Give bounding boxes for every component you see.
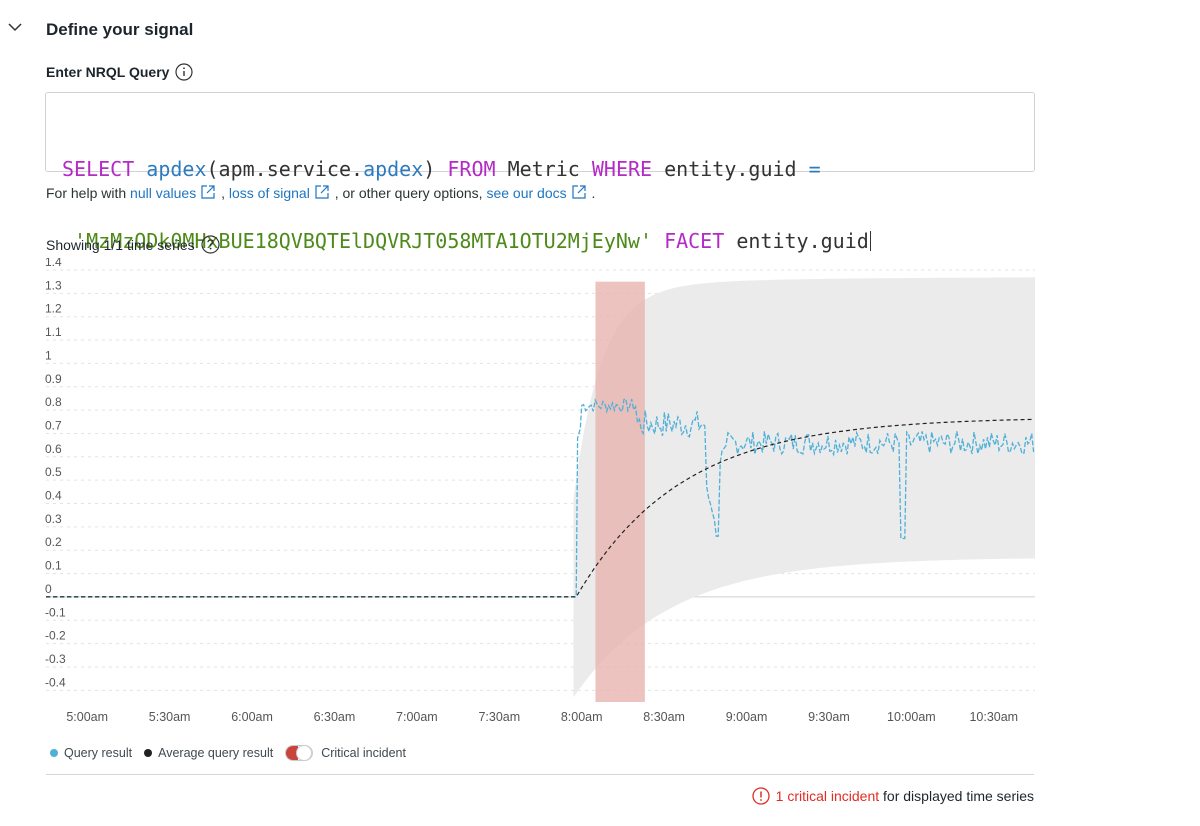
average-query-result-line: [46, 418, 1033, 598]
series-count-text: Showing 1/1 time series: [46, 236, 195, 253]
nrql-query-editor[interactable]: SELECT apdex(apm.service.apdex) FROM Met…: [45, 92, 1035, 253]
y-tick-label: -0.2: [45, 629, 66, 643]
help-prefix: For help with: [46, 185, 131, 201]
incident-window: [595, 281, 645, 702]
x-tick-label: 6:30am: [314, 710, 356, 724]
query-token: apdex: [146, 157, 207, 181]
incident-rest-text: for displayed time series: [879, 788, 1034, 804]
null-values-link[interactable]: null values: [130, 185, 197, 201]
external-link-icon[interactable]: [313, 183, 331, 201]
alert-icon: [752, 787, 770, 805]
query-token: WHERE: [591, 157, 653, 181]
y-tick-label: 1.3: [45, 278, 62, 292]
y-tick-label: 0.8: [45, 395, 62, 409]
chart-legend: Query result Average query result Critic…: [50, 745, 418, 761]
external-link-icon[interactable]: [570, 183, 588, 201]
query-token: Metric: [495, 157, 592, 181]
y-tick-label: 0.5: [45, 465, 62, 479]
legend-query-label: Query result: [64, 746, 133, 760]
query-token: SELECT: [62, 157, 135, 181]
y-tick-label: 0.7: [45, 418, 62, 432]
x-tick-label: 9:30am: [808, 710, 850, 724]
nrql-query-text[interactable]: SELECT apdex(apm.service.apdex) FROM Met…: [62, 109, 871, 301]
query-token: FROM: [447, 157, 496, 181]
query-token: =: [808, 157, 821, 181]
y-tick-label: -0.3: [45, 652, 66, 666]
x-tick-label: 10:00am: [887, 710, 936, 724]
section-title: Define your signal: [46, 20, 194, 39]
x-tick-label: 6:00am: [231, 710, 273, 724]
query-token: FACET: [664, 229, 725, 253]
help-text: For help with null values , loss of sign…: [46, 183, 595, 201]
nrql-label: Enter NRQL Query: [46, 63, 194, 81]
y-tick-label: 1.4: [45, 258, 62, 269]
text-caret: [869, 231, 871, 251]
help-suffix: .: [587, 185, 596, 201]
query-line-2: 'MzMzODk0MHxBUE18QVBQTElDQVRJT058MTA1OTU…: [62, 229, 871, 253]
see-our-docs-link[interactable]: see our docs: [486, 185, 567, 201]
query-line-1: SELECT apdex(apm.service.apdex) FROM Met…: [62, 157, 871, 181]
y-tick-label: 0.6: [45, 442, 62, 456]
y-tick-label: 0: [45, 582, 52, 596]
incident-summary: 1 critical incident for displayed time s…: [752, 787, 1034, 805]
legend-average[interactable]: Average query result: [144, 746, 273, 760]
y-tick-label: 0.4: [45, 489, 62, 503]
query-token: entity.guid: [724, 229, 869, 253]
series-count-label: Showing 1/1 time series: [46, 235, 220, 254]
x-tick-label: 8:30am: [643, 710, 685, 724]
incident-count-link[interactable]: 1 critical incident: [775, 788, 880, 804]
critical-incident-toggle[interactable]: [285, 745, 314, 761]
query-token: 'MzMzODk0MHxBUE18QVBQTElDQVRJT058MTA1OTU…: [74, 229, 653, 253]
prediction-band: [573, 277, 1035, 698]
x-axis-mask: [0, 707, 42, 731]
query-token: [134, 157, 146, 181]
query-token: (apm.service.: [206, 157, 364, 181]
loss-of-signal-link[interactable]: loss of signal: [228, 185, 310, 201]
query-token: ): [423, 157, 448, 181]
query-token: apdex: [363, 157, 424, 181]
x-tick-label: 5:00am: [66, 710, 108, 724]
query-token: [652, 229, 664, 253]
section-header[interactable]: Define your signal: [0, 12, 1200, 44]
nrql-label-text: Enter NRQL Query: [46, 64, 170, 80]
x-tick-label: 7:00am: [396, 710, 438, 724]
query-token: entity.guid: [652, 157, 809, 181]
info-icon[interactable]: [175, 63, 194, 81]
y-tick-label: 0.3: [45, 512, 62, 526]
x-tick-label: 5:30am: [149, 710, 191, 724]
y-tick-label: -0.1: [45, 605, 66, 619]
y-tick-label: -0.4: [45, 675, 66, 689]
help-sep-2: , or other query options,: [330, 185, 487, 201]
legend-query-result[interactable]: Query result: [50, 746, 132, 760]
chevron-down-icon[interactable]: [6, 18, 24, 36]
question-icon[interactable]: [201, 235, 220, 254]
y-tick-label: 0.9: [45, 372, 62, 386]
y-tick-label: 1.1: [45, 325, 62, 339]
query-result-dot: [50, 749, 58, 757]
legend-critical[interactable]: Critical incident: [285, 745, 406, 761]
y-tick-label: 0.2: [45, 535, 62, 549]
x-tick-label: 7:30am: [478, 710, 520, 724]
divider: [46, 774, 1034, 775]
legend-critical-label: Critical incident: [321, 746, 406, 760]
legend-average-label: Average query result: [158, 746, 274, 760]
x-tick-label: 10:30am: [969, 710, 1018, 724]
help-sep-1: ,: [217, 185, 229, 201]
average-dot: [144, 749, 153, 757]
time-series-chart[interactable]: 1.4 1.3 1.2 1.1 1 0.9 0.8 0.7 0.6 0.5 0.4 0.3 0.2 0.1…: [0, 258, 1050, 738]
external-link-icon[interactable]: [199, 183, 217, 201]
y-tick-label: 1: [45, 348, 52, 362]
y-tick-label: 1.2: [45, 302, 62, 316]
x-tick-label: 8:00am: [561, 710, 603, 724]
y-tick-label: 0.1: [45, 559, 62, 573]
x-tick-label: 9:00am: [726, 710, 768, 724]
